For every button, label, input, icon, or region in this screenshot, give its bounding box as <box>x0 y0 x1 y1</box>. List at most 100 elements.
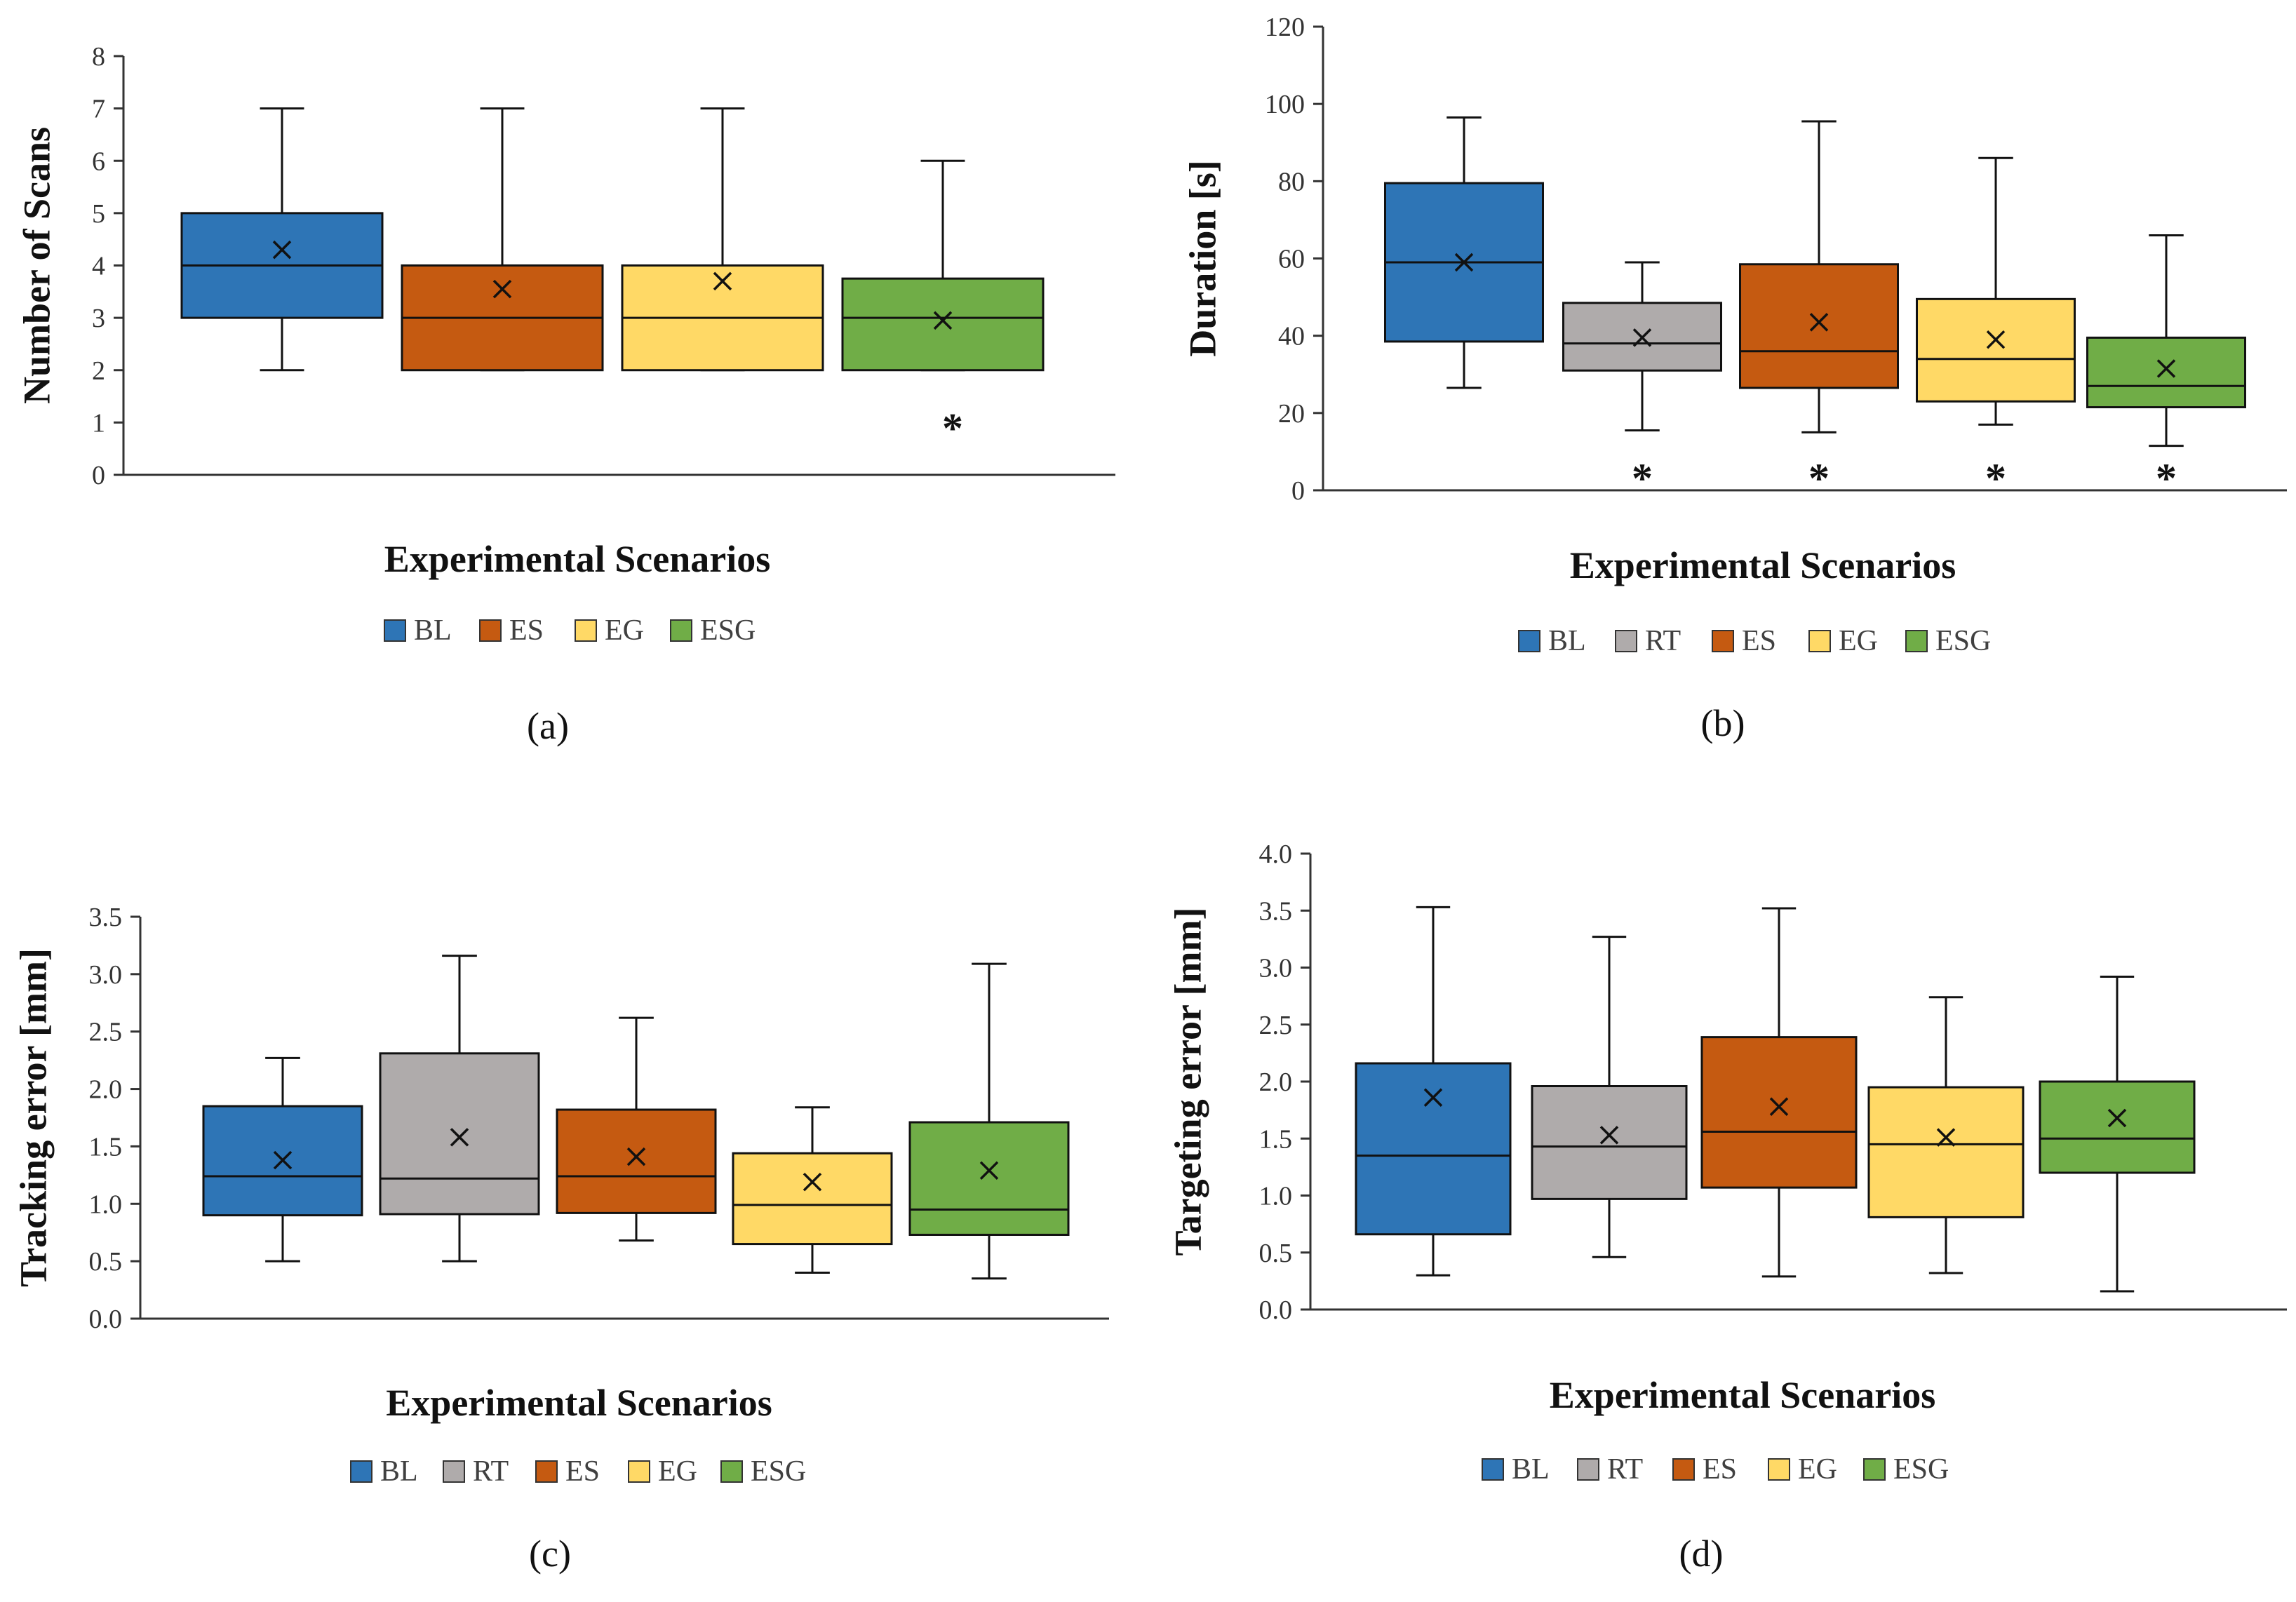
legend-item-RT: RT <box>1577 1453 1643 1486</box>
legend-item-BL: BL <box>350 1455 418 1488</box>
mean-marker <box>1632 328 1652 347</box>
y-tick-label: 2.5 <box>1259 1011 1293 1040</box>
box-ESG: * <box>2086 234 2246 502</box>
x-axis-title: Experimental Scenarios <box>1570 544 1956 586</box>
box-iqr <box>1867 1086 2025 1218</box>
x-axis-title: Experimental Scenarios <box>384 538 770 580</box>
box-ES <box>401 107 604 372</box>
mean-marker <box>933 311 953 330</box>
box-iqr <box>1700 1036 1858 1189</box>
legend-item-BL: BL <box>1518 625 1586 657</box>
mean-marker <box>1936 1128 1956 1147</box>
legend-swatch <box>628 1460 650 1483</box>
box-EG: * <box>1916 156 2076 502</box>
box-ES <box>1700 907 1858 1278</box>
legend-item-EG: EG <box>575 614 644 647</box>
mean-marker <box>492 279 512 299</box>
mean-marker <box>273 1150 293 1170</box>
outlier-marker: * <box>1985 455 2006 502</box>
legend-swatch <box>1615 630 1637 652</box>
box-iqr <box>1916 297 2076 403</box>
mean-marker <box>1599 1126 1619 1145</box>
y-axis-title: Number of Scans <box>15 127 58 404</box>
box-BL <box>1355 906 1512 1277</box>
box-BL <box>180 107 384 372</box>
legend-swatch <box>1768 1458 1790 1481</box>
legend-swatch <box>443 1460 465 1483</box>
y-tick-label: 40 <box>1278 322 1305 351</box>
y-tick-label: 20 <box>1278 399 1305 429</box>
box-RT: * <box>1562 261 1722 502</box>
legend-item-ES: ES <box>1672 1453 1737 1486</box>
y-tick-label: 1.0 <box>89 1190 123 1219</box>
x-axis-title: Experimental Scenarios <box>386 1382 772 1424</box>
mean-marker <box>2107 1108 2127 1128</box>
mean-marker <box>803 1172 822 1192</box>
legend-swatch <box>1808 630 1831 652</box>
mean-marker <box>450 1128 469 1147</box>
legend-item-RT: RT <box>443 1455 509 1488</box>
box-ES <box>556 1016 717 1242</box>
y-tick-label: 120 <box>1265 13 1305 42</box>
mean-marker <box>979 1161 999 1180</box>
panel-caption: (d) <box>1679 1533 1724 1575</box>
mean-marker <box>1986 330 2006 349</box>
box-RT <box>379 955 540 1263</box>
mean-marker <box>1454 253 1474 272</box>
panel-caption: (c) <box>529 1533 571 1575</box>
outlier-marker: * <box>1808 455 1830 502</box>
legend-swatch <box>1518 630 1540 652</box>
y-tick-label: 1 <box>92 408 105 438</box>
box-EG <box>1867 996 2025 1274</box>
panel-c: 0.0 0.5 1.0 1.5 2.0 2.5 3.0 3.5 Tracking error [… <box>12 903 1109 1575</box>
y-tick-label: 60 <box>1278 245 1305 274</box>
legend-item-ES: ES <box>479 614 544 647</box>
mean-marker <box>713 271 732 291</box>
mean-marker <box>2156 359 2176 378</box>
legend-swatch <box>720 1460 743 1483</box>
legend-item-BL: BL <box>1482 1453 1550 1486</box>
legend-label: EG <box>605 614 644 647</box>
outlier-marker: * <box>942 405 963 451</box>
panel-caption: (a) <box>527 705 569 747</box>
legend-item-EG: EG <box>628 1455 697 1488</box>
legend-item-EG: EG <box>1768 1453 1837 1486</box>
box-iqr <box>908 1121 1070 1236</box>
y-tick-label: 8 <box>92 42 105 72</box>
legend-swatch <box>575 619 597 642</box>
y-tick-label: 4.0 <box>1259 840 1293 869</box>
mean-marker <box>1809 313 1829 332</box>
box-iqr <box>2086 336 2246 409</box>
y-tick-label: 2.5 <box>89 1018 123 1047</box>
y-tick-label: 3.0 <box>1259 954 1293 983</box>
legend-swatch <box>479 619 502 642</box>
legend-item-ES: ES <box>535 1455 600 1488</box>
legend-item-ESG: ESG <box>1905 625 1991 657</box>
legend-item-ESG: ESG <box>720 1455 806 1488</box>
y-tick-label: 1.0 <box>1259 1182 1293 1211</box>
legend-item-EG: EG <box>1808 625 1878 657</box>
y-tick-label: 0.0 <box>89 1305 123 1334</box>
y-tick-label: 4 <box>92 252 105 281</box>
legend-label: EG <box>1798 1453 1837 1486</box>
legend-label: BL <box>380 1455 418 1488</box>
y-tick-label: 3.5 <box>89 903 123 932</box>
y-tick-label: 80 <box>1278 167 1305 196</box>
box-iqr <box>732 1152 893 1246</box>
mean-marker <box>1769 1097 1789 1116</box>
legend-swatch <box>1712 630 1734 652</box>
y-tick-label: 1.5 <box>89 1132 123 1162</box>
box-ESG <box>908 962 1070 1280</box>
box-iqr <box>379 1052 540 1216</box>
legend-label: RT <box>1607 1453 1643 1486</box>
legend-label: ESG <box>1935 625 1991 657</box>
box-iqr <box>2039 1080 2196 1174</box>
box-EG <box>621 107 824 372</box>
outlier-marker: * <box>2156 455 2177 502</box>
box-iqr <box>841 277 1045 372</box>
legend-label: BL <box>414 614 452 647</box>
legend-swatch <box>350 1460 372 1483</box>
legend-swatch <box>535 1460 558 1483</box>
legend-swatch <box>670 619 692 642</box>
